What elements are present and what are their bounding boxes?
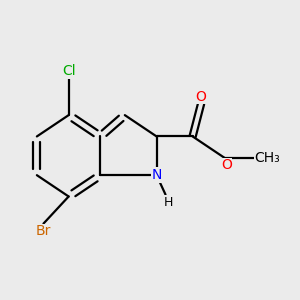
Text: N: N [152,168,162,182]
Text: H: H [164,196,173,209]
Text: O: O [221,158,232,172]
Text: Cl: Cl [62,64,76,78]
Text: O: O [196,89,207,103]
Text: CH₃: CH₃ [254,151,280,165]
Text: Br: Br [36,224,51,239]
